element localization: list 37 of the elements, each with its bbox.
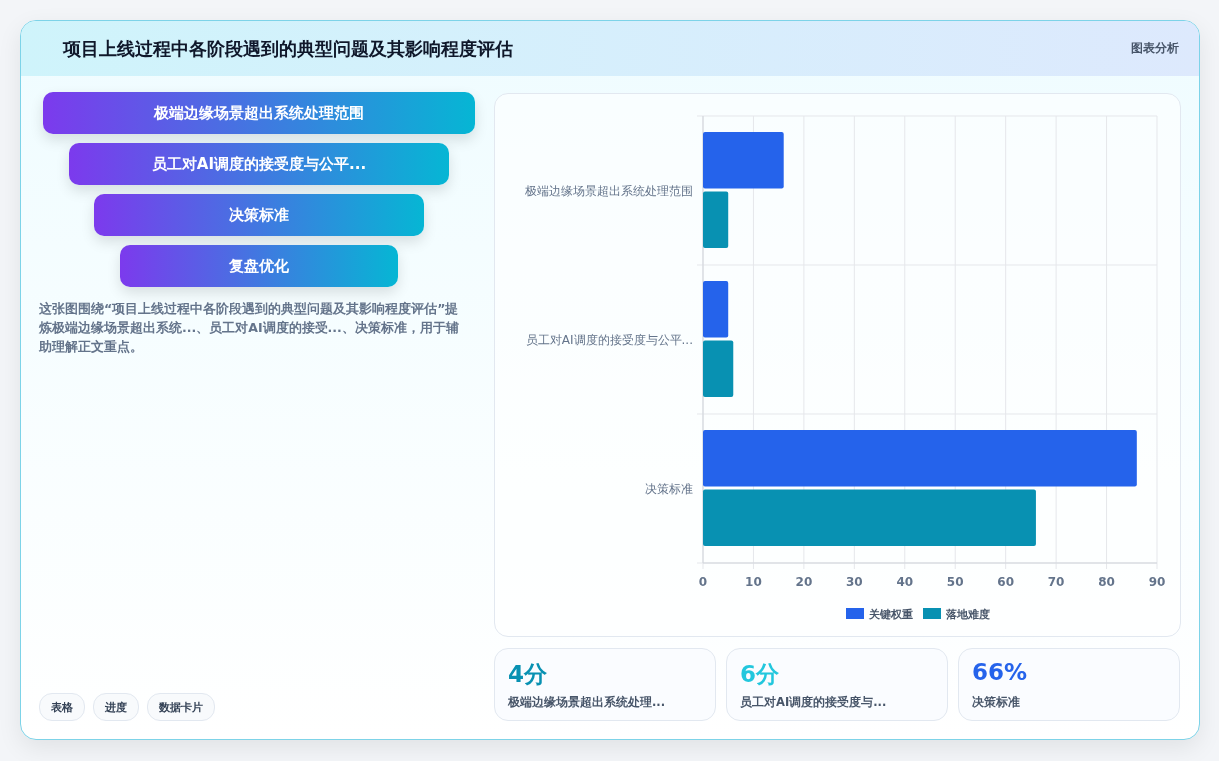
y-tick-label: 员工对AI调度的接受度与公平... bbox=[525, 332, 693, 347]
text: 6分 bbox=[740, 660, 780, 689]
category-label: 决策标准 bbox=[94, 194, 424, 236]
x-tick-label: 10 bbox=[745, 575, 762, 589]
bar bbox=[703, 131, 784, 189]
x-tick-label: 20 bbox=[795, 575, 813, 589]
text: 项目上线过程中各阶段遇到的典型问题及其影响程度评估 bbox=[63, 36, 513, 61]
text: 决策标准 bbox=[972, 695, 1020, 710]
text: 表格 bbox=[39, 693, 85, 721]
text: 数据卡片 bbox=[147, 693, 215, 721]
x-tick-label: 80 bbox=[1098, 575, 1115, 589]
x-tick-label: 30 bbox=[845, 575, 863, 589]
bar bbox=[703, 191, 729, 249]
text: 66% bbox=[972, 659, 1028, 685]
bar bbox=[703, 489, 1036, 547]
text: 4分 bbox=[508, 660, 548, 689]
legend-label: 落地难度 bbox=[945, 608, 990, 621]
y-tick-label: 极端边缘场景超出系统处理范围 bbox=[524, 183, 693, 198]
bar bbox=[703, 429, 1137, 487]
bar bbox=[703, 340, 734, 398]
text: 进度 bbox=[93, 693, 139, 721]
category-label: 员工对AI调度的接受度与公平... bbox=[68, 143, 450, 185]
text: 这张图围绕“项目上线过程中各阶段遇到的典型问题及其影响程度评估”提炼极端边缘场景超出系统...、员工对AI调度的接受...、决策标准，用于辅助理解正文重点。 bbox=[39, 300, 460, 356]
x-tick-label: 70 bbox=[1047, 575, 1065, 589]
bar bbox=[703, 280, 729, 338]
text: 图表分析 bbox=[1131, 40, 1179, 57]
text: 极端边缘场景超出系统处理... bbox=[508, 695, 666, 710]
x-tick-label: 0 bbox=[698, 575, 708, 589]
x-tick-label: 50 bbox=[946, 575, 964, 589]
text: 员工对AI调度的接受度与... bbox=[740, 695, 887, 710]
legend-label: 关键权重 bbox=[868, 608, 913, 621]
category-label: 极端边缘场景超出系统处理范围 bbox=[43, 92, 475, 134]
x-tick-label: 60 bbox=[997, 575, 1015, 589]
category-label: 复盘优化 bbox=[119, 245, 399, 287]
y-tick-label: 决策标准 bbox=[645, 481, 693, 496]
x-tick-label: 40 bbox=[896, 575, 914, 589]
x-tick-label: 90 bbox=[1148, 575, 1166, 589]
